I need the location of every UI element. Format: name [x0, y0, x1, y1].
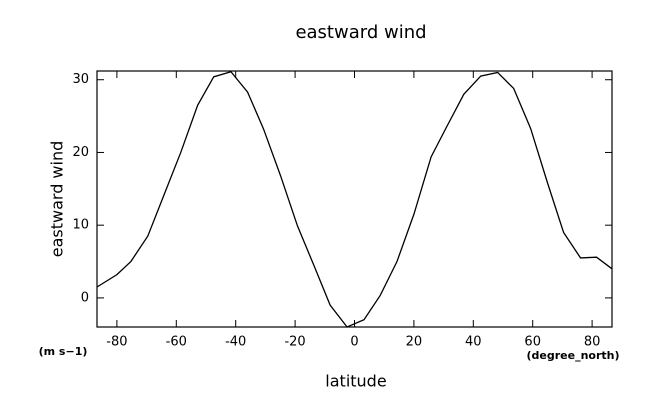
- x-tick-label: -40: [225, 335, 246, 350]
- y-units: (m s−1): [39, 345, 88, 358]
- x-tick-label: 60: [524, 335, 541, 350]
- y-tick-label: 20: [72, 145, 89, 160]
- x-units: (degree_north): [526, 349, 619, 362]
- x-tick-label: -20: [284, 335, 305, 350]
- chart-title: eastward wind: [295, 22, 426, 43]
- x-tick-label: 0: [350, 335, 358, 350]
- x-tick-label: 40: [465, 335, 482, 350]
- x-tick-label: 20: [406, 335, 423, 350]
- x-tick-label: -60: [166, 335, 187, 350]
- y-tick-label: 30: [72, 72, 89, 87]
- data-line: [96, 70, 613, 328]
- x-tick-label: -80: [106, 335, 127, 350]
- y-tick-label: 10: [72, 218, 89, 233]
- plot-frame: [96, 70, 613, 328]
- x-tick-label: 80: [584, 335, 601, 350]
- y-axis-label: eastward wind: [48, 141, 67, 258]
- y-tick-label: 0: [81, 290, 89, 305]
- x-axis-label: latitude: [325, 372, 386, 391]
